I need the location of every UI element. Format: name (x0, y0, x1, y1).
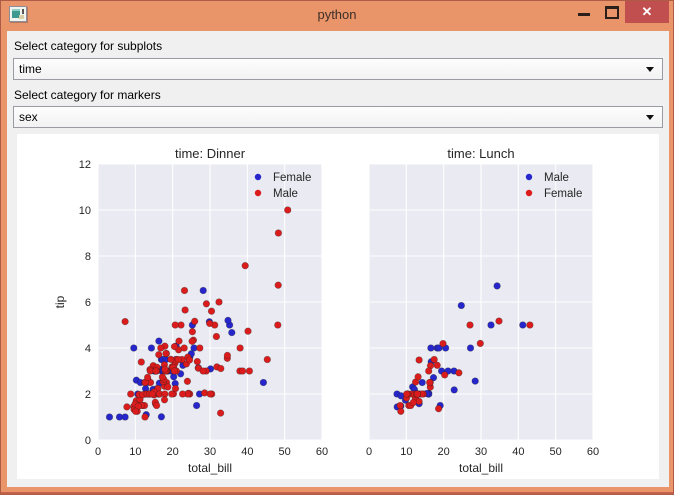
tk-icon-glyph (12, 9, 20, 18)
svg-text:Female: Female (544, 188, 582, 200)
svg-text:8: 8 (85, 251, 91, 263)
svg-text:20: 20 (438, 446, 450, 458)
svg-text:12: 12 (79, 159, 91, 171)
minimize-icon (578, 13, 590, 16)
minimize-button[interactable] (571, 1, 598, 23)
chevron-down-icon (646, 115, 654, 120)
svg-text:time: Dinner: time: Dinner (175, 146, 246, 161)
subplot-category-value: time (19, 62, 42, 76)
svg-text:10: 10 (79, 205, 91, 217)
svg-text:0: 0 (366, 446, 372, 458)
svg-text:40: 40 (512, 446, 524, 458)
svg-text:total_bill: total_bill (459, 461, 503, 475)
svg-text:30: 30 (204, 446, 216, 458)
marker-category-label: Select category for markers (14, 88, 161, 102)
svg-text:Female: Female (273, 172, 311, 184)
close-button[interactable]: ✕ (625, 1, 669, 23)
plots-figure: time: Dinner 0 10 20 30 40 50 60 0 2 4 6 8 10 12 total_… (17, 134, 659, 479)
svg-text:60: 60 (587, 446, 599, 458)
subplot-category-label: Select category for subplots (14, 39, 163, 53)
close-icon: ✕ (641, 4, 653, 19)
svg-text:60: 60 (316, 446, 328, 458)
svg-text:total_bill: total_bill (188, 461, 232, 475)
titlebar[interactable]: python ✕ (1, 1, 673, 31)
content-area: Select category for subplots time Select… (7, 31, 669, 487)
svg-text:10: 10 (400, 446, 412, 458)
subplot-category-select[interactable]: time (13, 58, 663, 80)
svg-text:50: 50 (550, 446, 562, 458)
svg-text:4: 4 (85, 343, 91, 355)
svg-text:Male: Male (273, 188, 298, 200)
svg-text:0: 0 (85, 435, 91, 447)
svg-text:40: 40 (241, 446, 253, 458)
tk-app-icon (9, 6, 27, 22)
svg-text:10: 10 (129, 446, 141, 458)
svg-text:6: 6 (85, 297, 91, 309)
svg-text:50: 50 (279, 446, 291, 458)
svg-text:Male: Male (544, 172, 569, 184)
maximize-icon (605, 6, 619, 19)
svg-text:2: 2 (85, 389, 91, 401)
window-title: python (317, 7, 357, 22)
svg-text:20: 20 (167, 446, 179, 458)
marker-category-value: sex (19, 110, 38, 124)
marker-category-select[interactable]: sex (13, 106, 663, 128)
maximize-button[interactable] (598, 1, 625, 23)
svg-text:30: 30 (475, 446, 487, 458)
svg-text:time: Lunch: time: Lunch (447, 146, 514, 161)
svg-text:0: 0 (95, 446, 101, 458)
dinner-scatter-plot: time: Dinner 0 10 20 30 40 50 60 0 2 4 6 8 10 12 total_… (53, 146, 328, 475)
chevron-down-icon (646, 67, 654, 72)
svg-text:tip: tip (53, 295, 67, 308)
lunch-scatter-plot: time: Lunch 0 10 20 30 40 50 60 total_bill Male Fe… (366, 146, 599, 475)
